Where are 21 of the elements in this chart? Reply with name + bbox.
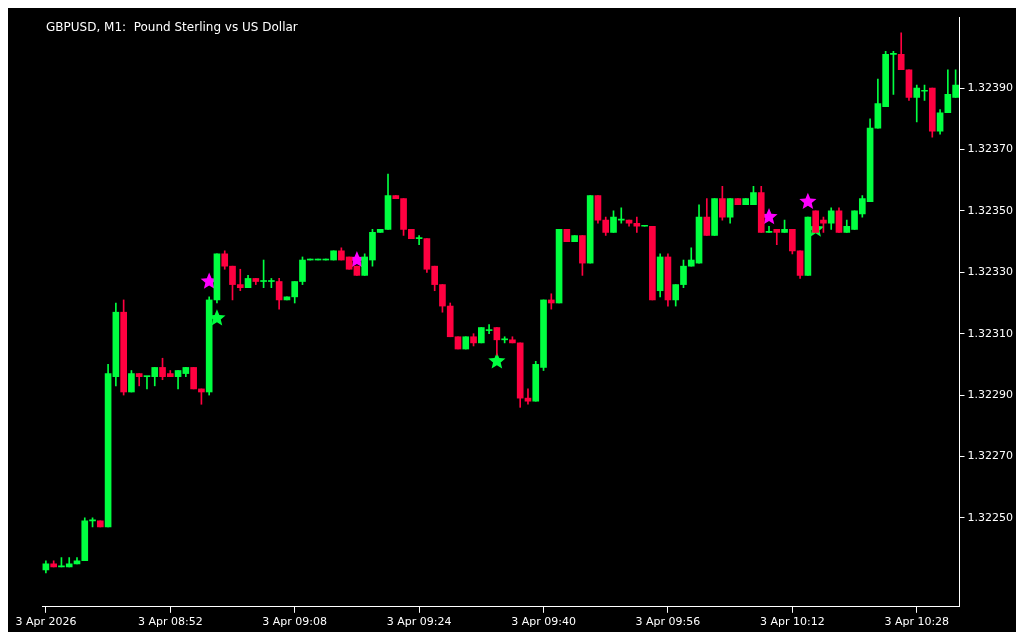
- y-tick-label: 1.32390: [967, 81, 1014, 95]
- point: [799, 192, 817, 210]
- x-tick-label: 3 Apr 09:08: [262, 615, 328, 629]
- x-tick-label: 3 Apr 10:12: [759, 615, 825, 629]
- chart-title: GBPUSD, M1: Pound Sterling vs US Dollar: [46, 19, 298, 34]
- y-tick-label: 1.32270: [967, 449, 1014, 463]
- y-tick-label: 1.32290: [967, 387, 1014, 401]
- y-tick-label: 1.32350: [967, 203, 1014, 217]
- x-tick-label: 3 Apr 09:40: [511, 615, 576, 629]
- candlestick: [415, 235, 423, 246]
- x-tick-label: 3 Apr 09:56: [635, 615, 701, 629]
- y-tick-label: 1.32250: [967, 510, 1014, 524]
- y-tick-label: 1.32310: [967, 326, 1014, 340]
- y-tick-label: 1.32370: [967, 142, 1014, 156]
- point: [488, 352, 506, 369]
- x-tick-label: 3 Apr 2026: [15, 615, 77, 629]
- x-tick-label: 3 Apr 08:52: [137, 615, 203, 629]
- x-tick-label: 3 Apr 09:24: [386, 615, 452, 629]
- x-tick-label: 3 Apr 10:28: [884, 615, 950, 629]
- candlestick: [765, 225, 773, 233]
- y-tick-label: 1.32330: [967, 265, 1014, 279]
